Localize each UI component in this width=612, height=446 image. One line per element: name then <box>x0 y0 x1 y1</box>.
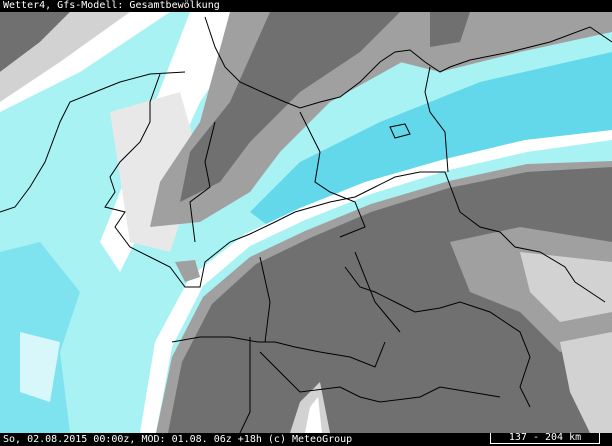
clear-area-alps <box>305 397 322 433</box>
gray-area-nw <box>0 12 70 72</box>
border-germany-south <box>171 336 386 368</box>
clear-area-west <box>20 332 60 402</box>
coastline-benelux <box>0 71 186 213</box>
light-gray-area-east <box>520 252 612 322</box>
border-czech-austria <box>344 266 531 408</box>
border-austria-italy <box>259 351 501 403</box>
run-info: So, 02.08.2015 00:00z, MOD: 01.08. 06z +… <box>3 434 353 445</box>
map-title: Wetter4, Gfs-Modell: Gesamtbewölkung <box>0 0 612 12</box>
border-states-east <box>299 111 366 238</box>
country-borders <box>0 16 612 433</box>
clear-streak-nw <box>0 12 170 112</box>
cyan-strip <box>250 52 612 227</box>
light-gray-area-se <box>560 332 612 433</box>
clear-front-edge <box>140 130 612 433</box>
dark-band-north <box>180 12 400 202</box>
border-bavaria-czech <box>354 251 401 333</box>
gray-patch-west <box>175 260 200 282</box>
status-bar: So, 02.08.2015 00:00z, MOD: 01.08. 06z +… <box>0 433 612 446</box>
border-germany-poland <box>424 66 449 173</box>
coastline-north <box>204 16 612 109</box>
border-bavaria-bw <box>259 256 271 343</box>
gray-light-streak-nw <box>0 12 130 102</box>
border-switzerland <box>239 337 251 433</box>
berlin-outline <box>389 123 411 139</box>
border-germany-west-east <box>104 73 606 303</box>
scale-bar: 137 - 204 km <box>490 433 600 444</box>
border-states-central <box>189 121 216 243</box>
dark-area-ne <box>430 12 470 47</box>
cloud-cover-map <box>0 12 612 433</box>
